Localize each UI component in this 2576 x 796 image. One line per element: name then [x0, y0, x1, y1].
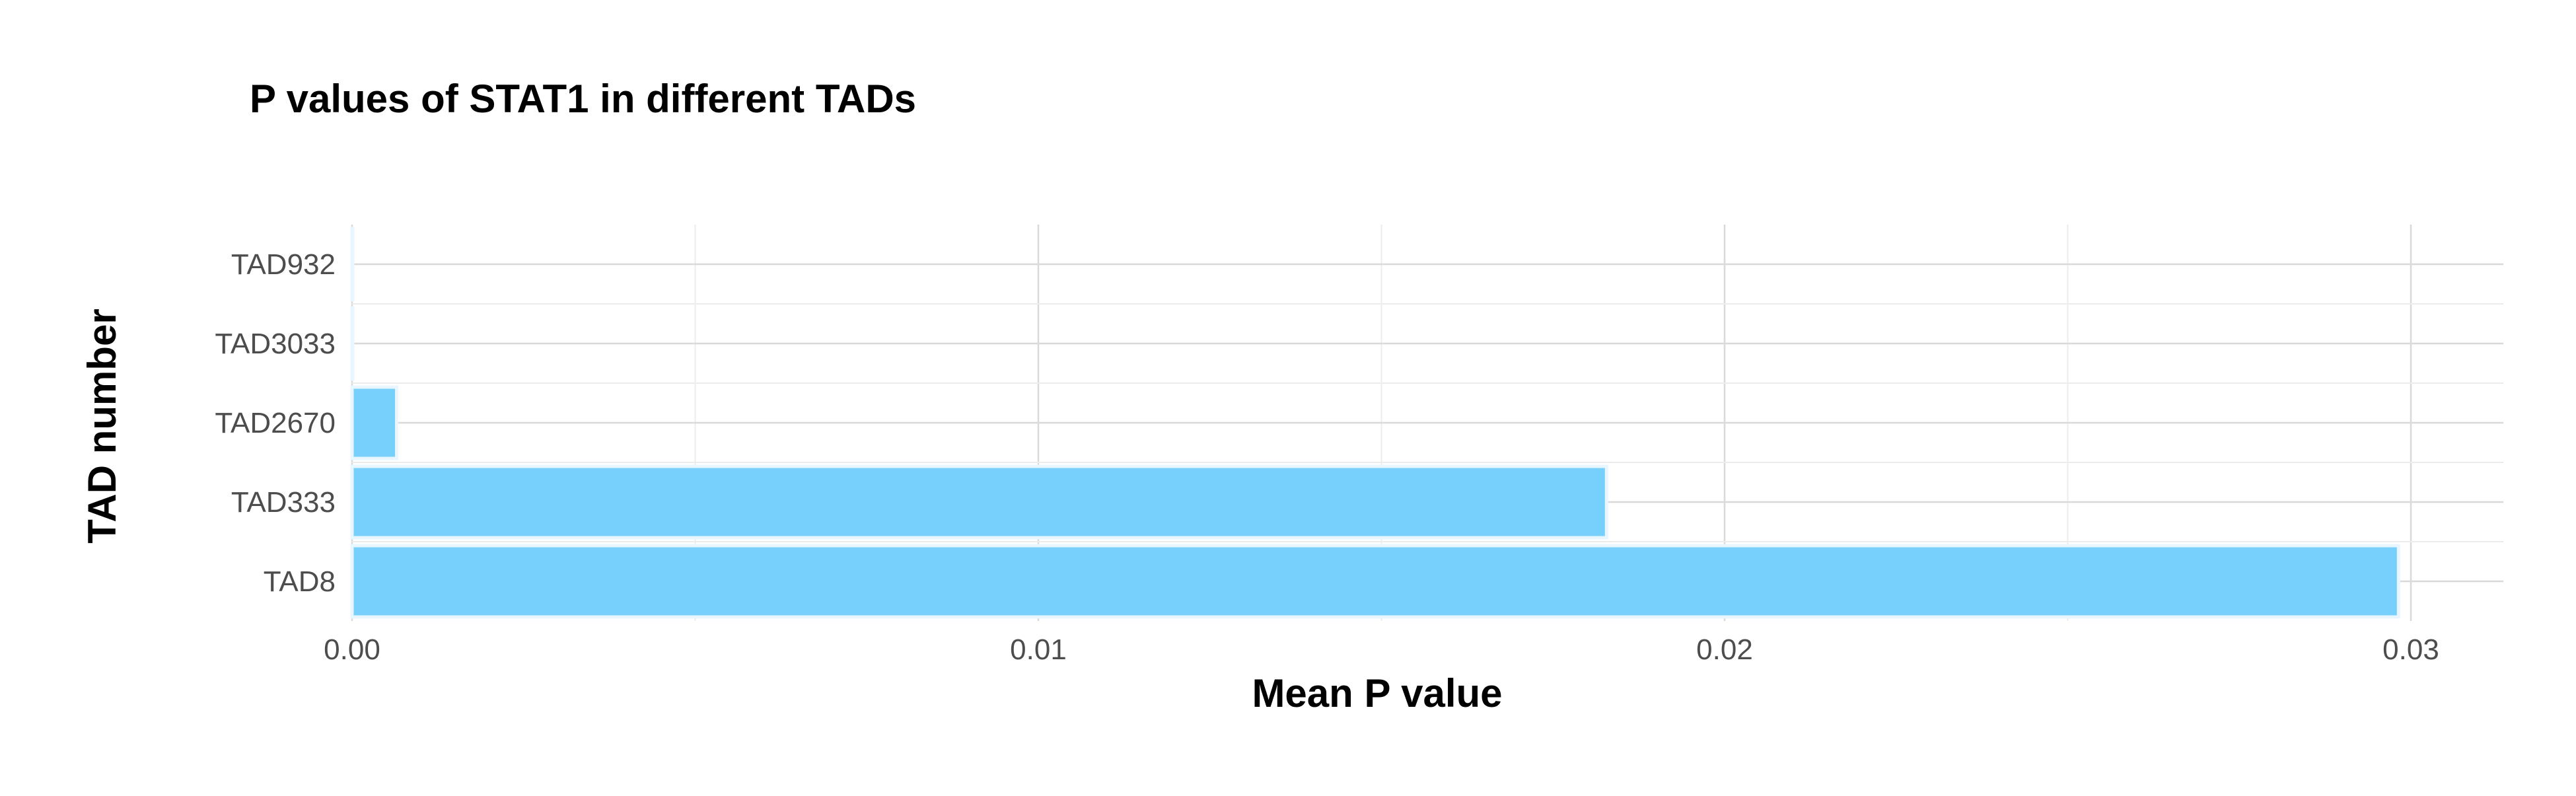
- y-tick-label-tad3033: TAD3033: [215, 328, 336, 360]
- bar-tad2670: [350, 385, 399, 460]
- x-axis-title: Mean P value: [1252, 671, 1502, 715]
- y-tick-label-tad8: TAD8: [264, 565, 336, 598]
- bar-tad3033: [350, 306, 355, 381]
- x-tick-label: 0.01: [1010, 633, 1067, 666]
- x-tick-label: 0.03: [2382, 633, 2439, 666]
- bar-tad8: [350, 544, 2400, 619]
- y-tick-label-tad2670: TAD2670: [215, 407, 336, 439]
- bar-tad333: [350, 464, 1608, 540]
- x-tick-label: 0.00: [324, 633, 380, 666]
- bar-layer: [350, 227, 2400, 619]
- y-tick-label-tad333: TAD333: [231, 486, 336, 519]
- x-tick-labels: 0.00 0.01 0.02 0.03: [324, 633, 2439, 666]
- y-axis-title: TAD number: [80, 308, 124, 544]
- y-tick-label-tad932: TAD932: [231, 248, 336, 281]
- bar-tad932: [350, 227, 355, 302]
- x-tick-label: 0.02: [1696, 633, 1753, 666]
- y-tick-labels: TAD932 TAD3033 TAD2670 TAD333 TAD8: [215, 248, 336, 598]
- chart-title: P values of STAT1 in different TADs: [250, 77, 916, 121]
